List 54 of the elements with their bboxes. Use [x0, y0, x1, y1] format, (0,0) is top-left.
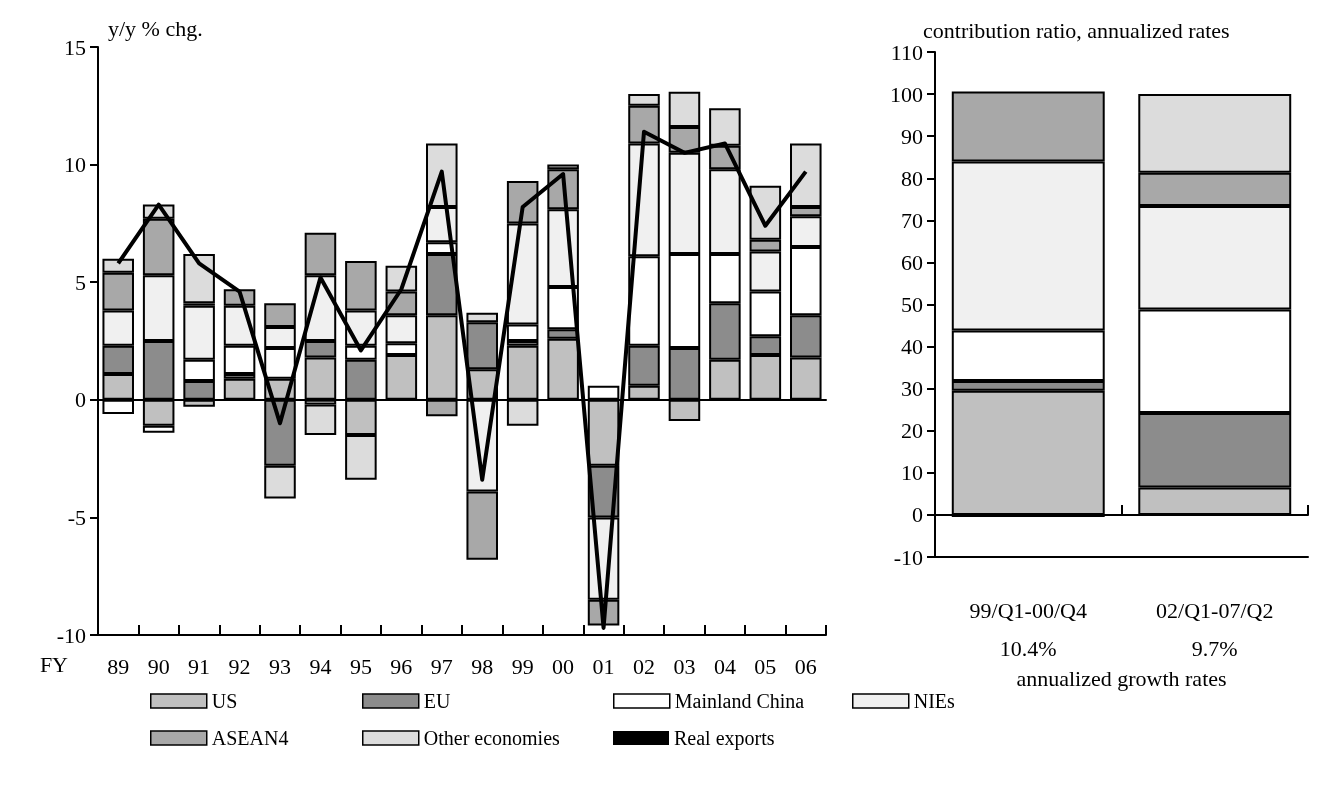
text: 10.4%: [999, 635, 1057, 661]
y-tick-label: 0: [912, 502, 923, 528]
y-tick-label: 100: [890, 81, 923, 107]
x-tick-label: 03: [673, 653, 696, 679]
y-tick-label: 20: [901, 418, 923, 444]
y-tick-label: -5: [67, 504, 86, 530]
y-tick-label: 50: [901, 292, 923, 317]
x-tick-label: 93: [269, 653, 291, 679]
text: annualized growth rates: [1016, 665, 1227, 691]
y-tick-label: 80: [901, 165, 923, 191]
y-tick-label: 15: [64, 34, 86, 60]
y-tick-label: 10: [901, 460, 923, 486]
y-tick-label: 10: [64, 152, 86, 178]
y-tick-label: -10: [893, 544, 923, 570]
legend-label: Real exports: [674, 727, 775, 750]
x-tick-label: 06: [794, 653, 817, 679]
x-tick-label: 99: [511, 653, 534, 679]
y-tick-label: 0: [75, 387, 86, 413]
bar: [304, 404, 337, 436]
x-tick-label: 98: [471, 653, 494, 679]
y-tick-label: 110: [890, 39, 923, 65]
x-tick-label: 04: [713, 653, 736, 679]
y-axis-title: contribution ratio, annualized rates: [923, 17, 1230, 43]
x-tick-label: 05: [754, 653, 777, 679]
legend-label: US: [211, 690, 238, 712]
y-tick-label: 30: [901, 376, 923, 402]
x-axis-title: FY: [39, 651, 69, 677]
x-tick-label: 91: [188, 653, 211, 679]
legend-label: EU: [423, 690, 451, 712]
y-tick-label: 40: [901, 334, 923, 360]
x-tick-label: 90: [147, 653, 170, 679]
x-tick-label: 89: [107, 653, 130, 679]
legend-label: ASEAN4: [211, 727, 289, 749]
y-tick-label: 70: [901, 207, 923, 233]
legend-label: NIEs: [913, 690, 956, 712]
x-tick-label: 99/Q1-00/Q4: [969, 597, 1087, 623]
y-axis-title: y/y % chg.: [108, 15, 203, 41]
legend-label: Other economies: [423, 727, 561, 749]
y-tick-label: 90: [901, 123, 923, 149]
y-tick-label: 60: [901, 249, 923, 275]
text: 9.7%: [1191, 635, 1238, 661]
bar: [183, 253, 215, 304]
x-tick-label: 01: [592, 653, 615, 679]
x-tick-label: 96: [390, 653, 413, 679]
legend-label: Mainland China: [674, 690, 805, 712]
x-tick-label: 92: [228, 653, 251, 679]
y-tick-label: 5: [75, 269, 86, 295]
x-tick-label: 94: [309, 653, 332, 679]
x-tick-label: 00: [552, 653, 575, 679]
y-tick-label: -10: [56, 622, 86, 648]
x-tick-label: 02/Q1-07/Q2: [1156, 597, 1274, 623]
x-tick-label: 97: [430, 653, 453, 679]
x-tick-label: 02: [633, 653, 655, 679]
x-tick-label: 95: [349, 653, 372, 679]
